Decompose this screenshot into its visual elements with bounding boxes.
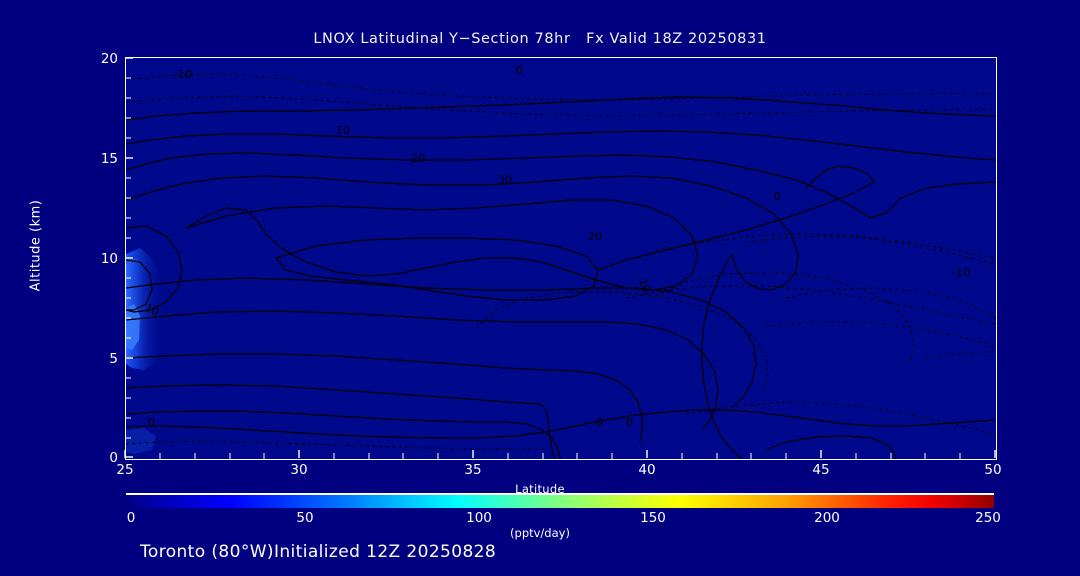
y-axis-title: Altitude (km) bbox=[28, 199, 44, 292]
contour-label: 20 bbox=[588, 230, 602, 243]
contour-label: 0 bbox=[516, 64, 523, 77]
contour-label: 30 bbox=[498, 173, 512, 186]
colorbar-units: (pptv/day) bbox=[510, 526, 570, 540]
y-tick-5: 5 bbox=[109, 351, 118, 367]
contour-label: 20 bbox=[411, 152, 425, 165]
colorbar-tick-0: 0 bbox=[126, 510, 136, 526]
figure-title: LNOX Latitudinal Y−Section 78hr Fx Valid… bbox=[313, 31, 767, 47]
y-tick-20: 20 bbox=[100, 51, 118, 67]
x-tick-40: 40 bbox=[638, 462, 656, 478]
contour-label: 0 bbox=[626, 416, 633, 429]
x-tick-50: 50 bbox=[984, 462, 1002, 478]
colorbar-tick-100: 100 bbox=[466, 510, 492, 526]
contour-label: 0 bbox=[148, 416, 155, 429]
figure-footer: Toronto (80°W)Initialized 12Z 20250828 bbox=[140, 542, 497, 562]
colorbar[interactable] bbox=[126, 495, 994, 508]
plot-inner: -10 0 10 20 30 20 10 10 0 0 0 0 -10 bbox=[126, 58, 996, 459]
y-tick-10: 10 bbox=[100, 251, 118, 267]
contour-label: 0 bbox=[774, 190, 781, 203]
contour-label: -10 bbox=[174, 68, 192, 81]
contour-label: 10 bbox=[143, 301, 161, 319]
x-tick-30: 30 bbox=[290, 462, 308, 478]
colorbar-labels: 0 50 100 150 200 250 bbox=[0, 510, 1080, 532]
contour-label: -10 bbox=[952, 266, 970, 279]
contour-label: 10 bbox=[636, 277, 653, 294]
contour-lines: -10 0 10 20 30 20 10 10 0 0 0 0 -10 bbox=[126, 64, 996, 459]
x-axis-labels: 25 30 35 40 45 50 bbox=[0, 462, 1080, 484]
shaded-field bbox=[126, 58, 996, 459]
plot-area[interactable]: -10 0 10 20 30 20 10 10 0 0 0 0 -10 bbox=[125, 57, 997, 460]
y-tick-0: 0 bbox=[109, 450, 118, 466]
colorbar-title: Latitude bbox=[515, 482, 565, 496]
contour-label: 10 bbox=[336, 124, 350, 137]
y-tick-15: 15 bbox=[100, 151, 118, 167]
y-axis-labels: 20 15 10 5 0 bbox=[72, 0, 118, 576]
colorbar-topline bbox=[126, 493, 994, 495]
colorbar-tick-200: 200 bbox=[814, 510, 840, 526]
contour-label: 0 bbox=[596, 416, 603, 429]
x-tick-45: 45 bbox=[812, 462, 830, 478]
x-tick-25: 25 bbox=[116, 462, 134, 478]
colorbar-tick-150: 150 bbox=[640, 510, 666, 526]
x-tick-35: 35 bbox=[464, 462, 482, 478]
colorbar-tick-250: 250 bbox=[975, 510, 1001, 526]
colorbar-tick-50: 50 bbox=[296, 510, 314, 526]
